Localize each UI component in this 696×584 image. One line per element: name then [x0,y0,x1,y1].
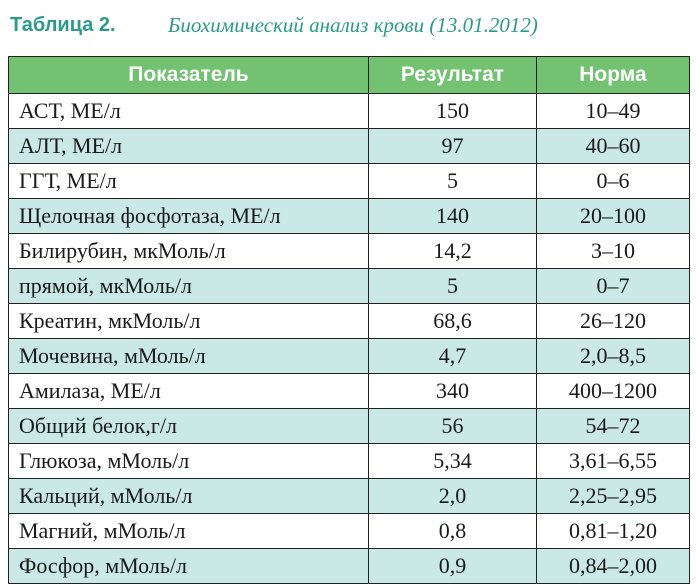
indicator-cell: Мочевина, мМоль/л [8,338,369,374]
table-row: ГГТ, МЕ/л 5 0–6 [8,163,690,199]
table-row: прямой, мкМоль/л 5 0–7 [8,268,690,304]
table-row: Креатин, мкМоль/л 68,6 26–120 [8,303,690,339]
norm-cell: 26–120 [536,303,690,339]
norm-cell: 10–49 [536,93,690,129]
result-cell: 5,34 [368,443,537,479]
table-number-label: Таблица 2. [10,13,116,36]
indicator-cell: Кальций, мМоль/л [8,478,369,514]
result-cell: 5 [368,163,537,199]
column-header-indicator: Показатель [8,56,369,94]
table-row: Магний, мМоль/л 0,8 0,81–1,20 [8,513,690,549]
norm-cell: 0–7 [536,268,690,304]
norm-cell: 0,84–2,00 [536,548,690,584]
result-cell: 68,6 [368,303,537,339]
table-body: АСТ, МЕ/л 150 10–49 АЛТ, МЕ/л 97 40–60 ГГТ, МЕ… [8,93,690,584]
norm-cell: 40–60 [536,128,690,164]
result-cell: 0,8 [368,513,537,549]
indicator-cell: Щелочная фосфотаза, МЕ/л [8,198,369,234]
table-caption: Таблица 2. Биохимический анализ крови (1… [10,10,538,40]
result-cell: 0,9 [368,548,537,584]
table-row: Мочевина, мМоль/л 4,7 2,0–8,5 [8,338,690,374]
table-row: Глюкоза, мМоль/л 5,34 3,61–6,55 [8,443,690,479]
norm-cell: 2,0–8,5 [536,338,690,374]
norm-cell: 2,25–2,95 [536,478,690,514]
norm-cell: 400–1200 [536,373,690,409]
table-row: Щелочная фосфотаза, МЕ/л 140 20–100 [8,198,690,234]
indicator-cell: ГГТ, МЕ/л [8,163,369,199]
table-row: Общий белок,г/л 56 54–72 [8,408,690,444]
result-cell: 2,0 [368,478,537,514]
blood-analysis-table: Показатель Результат Норма АСТ, МЕ/л 150 1… [8,56,690,584]
norm-cell: 3–10 [536,233,690,269]
norm-cell: 3,61–6,55 [536,443,690,479]
table-header: Показатель Результат Норма [8,56,690,94]
indicator-cell: АЛТ, МЕ/л [8,128,369,164]
table-row: Фосфор, мМоль/л 0,9 0,84–2,00 [8,548,690,584]
result-cell: 5 [368,268,537,304]
table-row: АСТ, МЕ/л 150 10–49 [8,93,690,129]
header-row: Показатель Результат Норма [8,56,690,94]
result-cell: 56 [368,408,537,444]
table-row: Кальций, мМоль/л 2,0 2,25–2,95 [8,478,690,514]
result-cell: 150 [368,93,537,129]
column-header-norm: Норма [536,56,690,94]
indicator-cell: АСТ, МЕ/л [8,93,369,129]
norm-cell: 20–100 [536,198,690,234]
result-cell: 340 [368,373,537,409]
indicator-cell: прямой, мкМоль/л [8,268,369,304]
result-cell: 140 [368,198,537,234]
indicator-cell: Амилаза, МЕ/л [8,373,369,409]
indicator-cell: Фосфор, мМоль/л [8,548,369,584]
indicator-cell: Билирубин, мкМоль/л [8,233,369,269]
indicator-cell: Креатин, мкМоль/л [8,303,369,339]
table-row: Амилаза, МЕ/л 340 400–1200 [8,373,690,409]
norm-cell: 0–6 [536,163,690,199]
table-row: Билирубин, мкМоль/л 14,2 3–10 [8,233,690,269]
indicator-cell: Глюкоза, мМоль/л [8,443,369,479]
result-cell: 14,2 [368,233,537,269]
indicator-cell: Магний, мМоль/л [8,513,369,549]
table-title: Биохимический анализ крови (13.01.2012) [168,12,538,37]
table-row: АЛТ, МЕ/л 97 40–60 [8,128,690,164]
norm-cell: 54–72 [536,408,690,444]
result-cell: 97 [368,128,537,164]
result-cell: 4,7 [368,338,537,374]
indicator-cell: Общий белок,г/л [8,408,369,444]
norm-cell: 0,81–1,20 [536,513,690,549]
column-header-result: Результат [368,56,537,94]
